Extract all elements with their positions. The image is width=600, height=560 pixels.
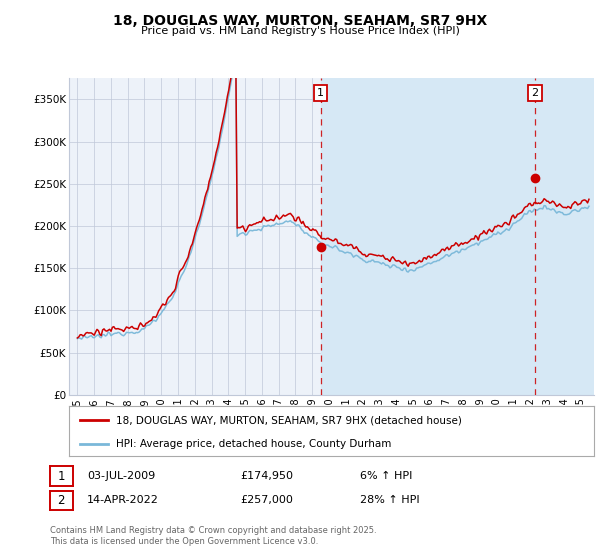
Text: Contains HM Land Registry data © Crown copyright and database right 2025.
This d: Contains HM Land Registry data © Crown c…: [50, 526, 376, 546]
Text: 1: 1: [58, 469, 65, 483]
Text: 28% ↑ HPI: 28% ↑ HPI: [360, 495, 419, 505]
Text: 03-JUL-2009: 03-JUL-2009: [87, 471, 155, 481]
Text: Price paid vs. HM Land Registry's House Price Index (HPI): Price paid vs. HM Land Registry's House …: [140, 26, 460, 36]
Text: 2: 2: [58, 493, 65, 507]
Text: 6% ↑ HPI: 6% ↑ HPI: [360, 471, 412, 481]
Text: 1: 1: [317, 87, 324, 97]
Text: 18, DOUGLAS WAY, MURTON, SEAHAM, SR7 9HX: 18, DOUGLAS WAY, MURTON, SEAHAM, SR7 9HX: [113, 14, 487, 28]
Text: £257,000: £257,000: [240, 495, 293, 505]
Polygon shape: [320, 78, 594, 395]
Text: 2: 2: [532, 87, 539, 97]
Text: £174,950: £174,950: [240, 471, 293, 481]
Text: 18, DOUGLAS WAY, MURTON, SEAHAM, SR7 9HX (detached house): 18, DOUGLAS WAY, MURTON, SEAHAM, SR7 9HX…: [116, 415, 462, 425]
Text: 14-APR-2022: 14-APR-2022: [87, 495, 159, 505]
Text: HPI: Average price, detached house, County Durham: HPI: Average price, detached house, Coun…: [116, 439, 392, 449]
